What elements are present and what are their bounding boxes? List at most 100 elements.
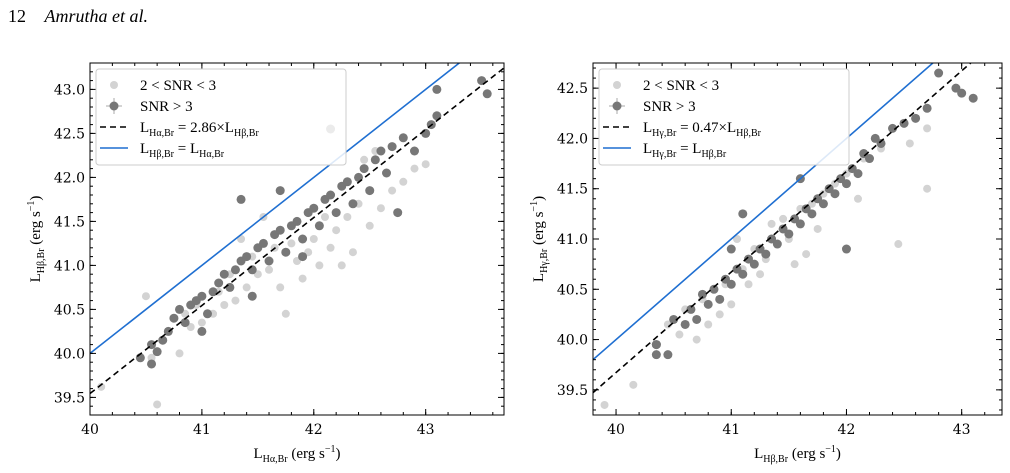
point-low-snr [326,243,335,252]
x-axis-label: LHα,Br (erg s−1) [254,444,341,465]
page-header: 12 Amrutha et al. [8,6,148,27]
x-tick-label: 43 [953,422,971,438]
equality-line [593,63,935,361]
x-tick-label: 42 [838,422,856,438]
point-low-snr [276,283,285,292]
point-high-snr [393,208,403,218]
point-low-snr [399,177,408,186]
point-low-snr [298,274,307,283]
point-high-snr [409,146,419,156]
point-low-snr [767,219,776,228]
point-high-snr [715,294,725,304]
point-low-snr [756,270,765,279]
point-high-snr [830,189,840,199]
y-tick-label: 40.0 [557,333,588,349]
point-low-snr [807,199,816,208]
point-high-snr [331,208,341,218]
y-tick-label: 40.5 [54,302,85,318]
point-low-snr [337,261,346,270]
series-high-snr [135,76,492,369]
point-low-snr [97,382,106,391]
y-tick-label: 41.0 [54,258,85,274]
point-high-snr [197,291,207,301]
point-high-snr [258,238,268,248]
point-high-snr [726,244,736,254]
running-head-authors: Amrutha et al. [44,6,149,26]
point-low-snr [348,248,357,257]
point-high-snr [899,118,909,128]
point-low-snr [692,335,701,344]
point-low-snr [376,204,385,213]
point-high-snr [376,146,386,156]
point-high-snr [841,179,851,189]
legend-box [95,68,347,166]
point-high-snr [865,154,875,164]
point-high-snr [242,252,252,262]
point-high-snr [853,169,863,179]
point-low-snr [320,213,329,221]
point-high-snr [309,203,319,213]
x-tick-label: 40 [81,422,99,438]
legend-label: 2 < SNR < 3 [140,78,216,94]
point-high-snr [795,219,805,229]
plot-area [593,63,978,409]
point-low-snr [779,214,788,223]
legend-marker-high-snr [109,101,119,111]
y-tick-label: 42.0 [54,170,85,186]
point-high-snr [247,291,257,301]
point-high-snr [888,123,898,133]
point-high-snr [957,88,967,98]
point-high-snr [709,284,719,294]
point-high-snr [365,186,375,196]
point-low-snr [421,160,430,169]
point-high-snr [841,244,851,254]
point-high-snr [387,142,397,152]
point-high-snr [292,216,302,226]
point-high-snr [934,68,944,78]
y-tick-label: 42.0 [557,131,588,147]
point-low-snr [315,261,324,270]
legend-label: SNR > 3 [140,99,193,115]
point-high-snr [169,313,179,323]
point-low-snr [600,400,609,409]
point-high-snr [680,319,690,329]
point-low-snr [365,221,374,230]
fit-line [593,63,972,394]
point-high-snr [348,199,358,209]
point-low-snr [141,292,150,301]
point-high-snr [651,350,661,360]
point-low-snr [360,155,369,164]
series-low-snr [97,147,430,409]
y-tick-label: 41.0 [557,232,588,248]
y-axis-label: LHβ,Br (erg s−1) [26,196,47,283]
point-high-snr [738,269,748,279]
point-low-snr [704,320,713,329]
point-low-snr [715,310,724,319]
point-low-snr [813,224,822,233]
point-low-snr [744,280,753,289]
legend-marker-high-snr [612,101,622,111]
point-low-snr [790,260,799,269]
point-high-snr [202,309,212,319]
point-low-snr [410,164,419,173]
point-high-snr [298,234,308,244]
point-low-snr [265,265,274,274]
point-high-snr [281,247,291,257]
point-high-snr [180,318,190,328]
point-high-snr [342,177,352,187]
point-high-snr [669,314,679,324]
point-low-snr [733,235,742,243]
point-high-snr [922,103,932,113]
point-high-snr [968,93,978,103]
legend-marker-low-snr [613,81,621,89]
point-high-snr [147,359,157,369]
point-high-snr [398,133,408,143]
x-tick-label: 41 [722,422,740,438]
point-high-snr [784,229,794,239]
point-high-snr [175,304,185,314]
point-high-snr [314,221,324,231]
point-low-snr [287,239,296,248]
